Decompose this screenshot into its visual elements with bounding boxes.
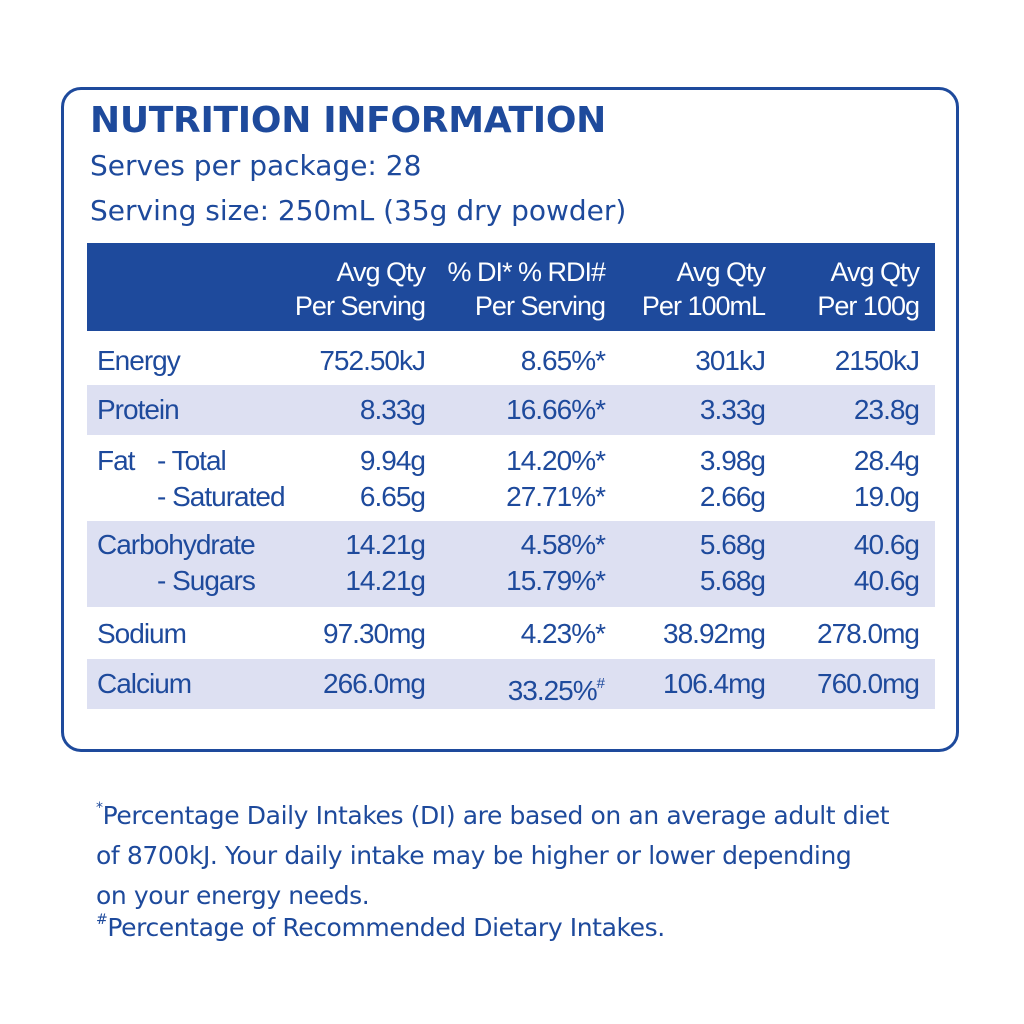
cell-per-100g: 2150kJ — [834, 345, 920, 376]
footnote-di: *Percentage Daily Intakes (DI) are based… — [96, 800, 890, 910]
cell-per-serving: 266.0mg — [323, 668, 426, 699]
header-avg-qty-per-100ml: Avg Qty Per 100mL — [641, 257, 766, 321]
nutrition-table: Avg Qty Per Serving % DI* % RDI# Per Ser… — [87, 243, 935, 709]
cell-per-serving: 97.30mg — [323, 618, 426, 649]
cell-di: 4.23%* — [520, 618, 606, 649]
cell-per-100g: 760.0mg — [817, 668, 920, 699]
row-label: Fat — [97, 445, 135, 476]
page-title: NUTRITION INFORMATION — [90, 100, 606, 141]
cell-per-100ml: 3.33g — [699, 394, 766, 425]
row-label: Sodium — [97, 618, 187, 649]
cell-per-100g: 23.8g — [853, 394, 920, 425]
table-row-sodium: Sodium 97.30mg 4.23%* 38.92mg 278.0mg — [87, 607, 935, 659]
row-sublabel: - Total — [157, 445, 227, 476]
row-label: Energy — [97, 345, 181, 376]
footnote-di-mark: * — [96, 800, 103, 816]
cell-per-100g: 28.4g — [853, 445, 920, 476]
row-label: - Saturated — [157, 481, 286, 512]
row-label: Protein — [97, 394, 180, 425]
header-di-rdi-per-serving: % DI* % RDI# Per Serving — [447, 257, 606, 321]
row-label: Calcium — [97, 668, 192, 699]
cell-per-serving: 6.65g — [359, 481, 426, 512]
cell-per-100ml: 38.92mg — [663, 618, 766, 649]
cell-per-serving: 752.50kJ — [319, 345, 426, 376]
cell-per-100ml: 2.66g — [699, 481, 766, 512]
cell-di: 14.20%* — [506, 445, 606, 476]
serving-size: Serving size: 250mL (35g dry powder) — [90, 194, 627, 227]
cell-per-100g: 40.6g — [853, 565, 920, 596]
footnote-rdi-mark: # — [96, 912, 108, 928]
table-row-carbohydrate: Carbohydrate 14.21g 4.58%* 5.68g 40.6g -… — [87, 521, 935, 607]
cell-di: 15.79%* — [506, 565, 606, 596]
cell-per-100g: 40.6g — [853, 529, 920, 560]
cell-per-serving: 14.21g — [345, 565, 426, 596]
table-row-energy: Energy 752.50kJ 8.65%* 301kJ 2150kJ — [87, 335, 935, 385]
cell-per-100ml: 5.68g — [699, 529, 766, 560]
row-label: - Sugars — [157, 565, 256, 596]
header-avg-qty-per-100g: Avg Qty Per 100g — [817, 257, 920, 321]
cell-per-100ml: 3.98g — [699, 445, 766, 476]
header-avg-qty-per-serving: Avg Qty Per Serving — [294, 257, 426, 321]
cell-di: 16.66%* — [506, 394, 606, 425]
cell-per-serving: 8.33g — [359, 394, 426, 425]
cell-per-100ml: 5.68g — [699, 565, 766, 596]
cell-per-100ml: 106.4mg — [663, 668, 766, 699]
cell-di: 27.71%* — [506, 481, 606, 512]
cell-per-serving: 14.21g — [345, 529, 426, 560]
cell-per-100g: 19.0g — [853, 481, 920, 512]
nutrition-panel — [61, 87, 959, 752]
serves-per-package: Serves per package: 28 — [90, 149, 422, 182]
cell-per-100ml: 301kJ — [695, 345, 766, 376]
table-row-fat: Fat - Total 9.94g 14.20%* 3.98g 28.4g - … — [87, 435, 935, 521]
cell-per-serving: 9.94g — [359, 445, 426, 476]
rdi-mark: # — [596, 675, 605, 692]
table-row-protein: Protein 8.33g 16.66%* 3.33g 23.8g — [87, 385, 935, 435]
cell-di: 33.25%# — [507, 675, 605, 706]
cell-per-100g: 278.0mg — [817, 618, 920, 649]
cell-di: 4.58%* — [520, 529, 606, 560]
table-row-calcium: Calcium 266.0mg 33.25%# 106.4mg 760.0mg — [87, 659, 935, 709]
table-header: Avg Qty Per Serving % DI* % RDI# Per Ser… — [87, 243, 935, 331]
cell-di: 8.65%* — [520, 345, 606, 376]
footnote-rdi: #Percentage of Recommended Dietary Intak… — [96, 912, 665, 942]
row-label: Carbohydrate — [97, 529, 256, 560]
